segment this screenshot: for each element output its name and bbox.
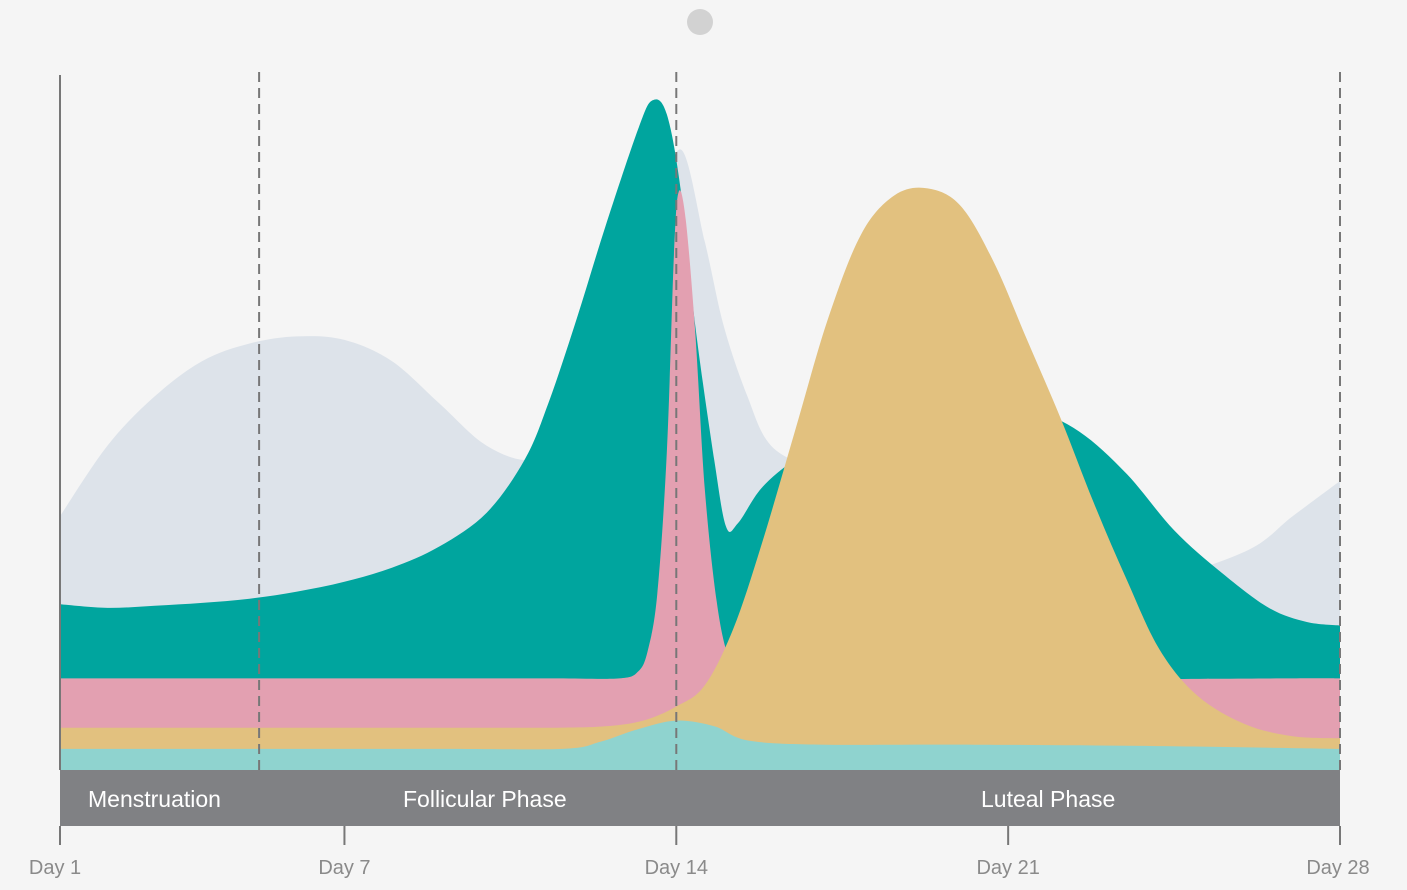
- x-axis: Day 1 Day 7 Day 14 Day 21 Day 28: [29, 826, 1370, 879]
- guide-lines: [59, 72, 1341, 770]
- phase-label-3: Luteal Phase: [981, 786, 1115, 812]
- phase-label-1: Menstruation: [88, 786, 221, 812]
- phase-band: Menstruation Follicular Phase Luteal Phase: [60, 770, 1340, 826]
- series-area-5: [60, 720, 1340, 770]
- phase-label-2: Follicular Phase: [403, 786, 567, 812]
- x-tick-label-2: Day 7: [318, 857, 370, 879]
- phase-band-bg: [60, 770, 1340, 826]
- x-tick-label-3: Day 14: [645, 857, 708, 879]
- x-tick-label-4: Day 21: [976, 857, 1039, 879]
- x-tick-label-1: Day 1: [29, 857, 81, 879]
- x-tick-label-5: Day 28: [1306, 857, 1369, 879]
- ovulation-marker: [687, 9, 713, 35]
- series-area-4: [60, 187, 1340, 771]
- series-area-3: [60, 190, 1340, 771]
- hormone-areas: [60, 99, 1340, 771]
